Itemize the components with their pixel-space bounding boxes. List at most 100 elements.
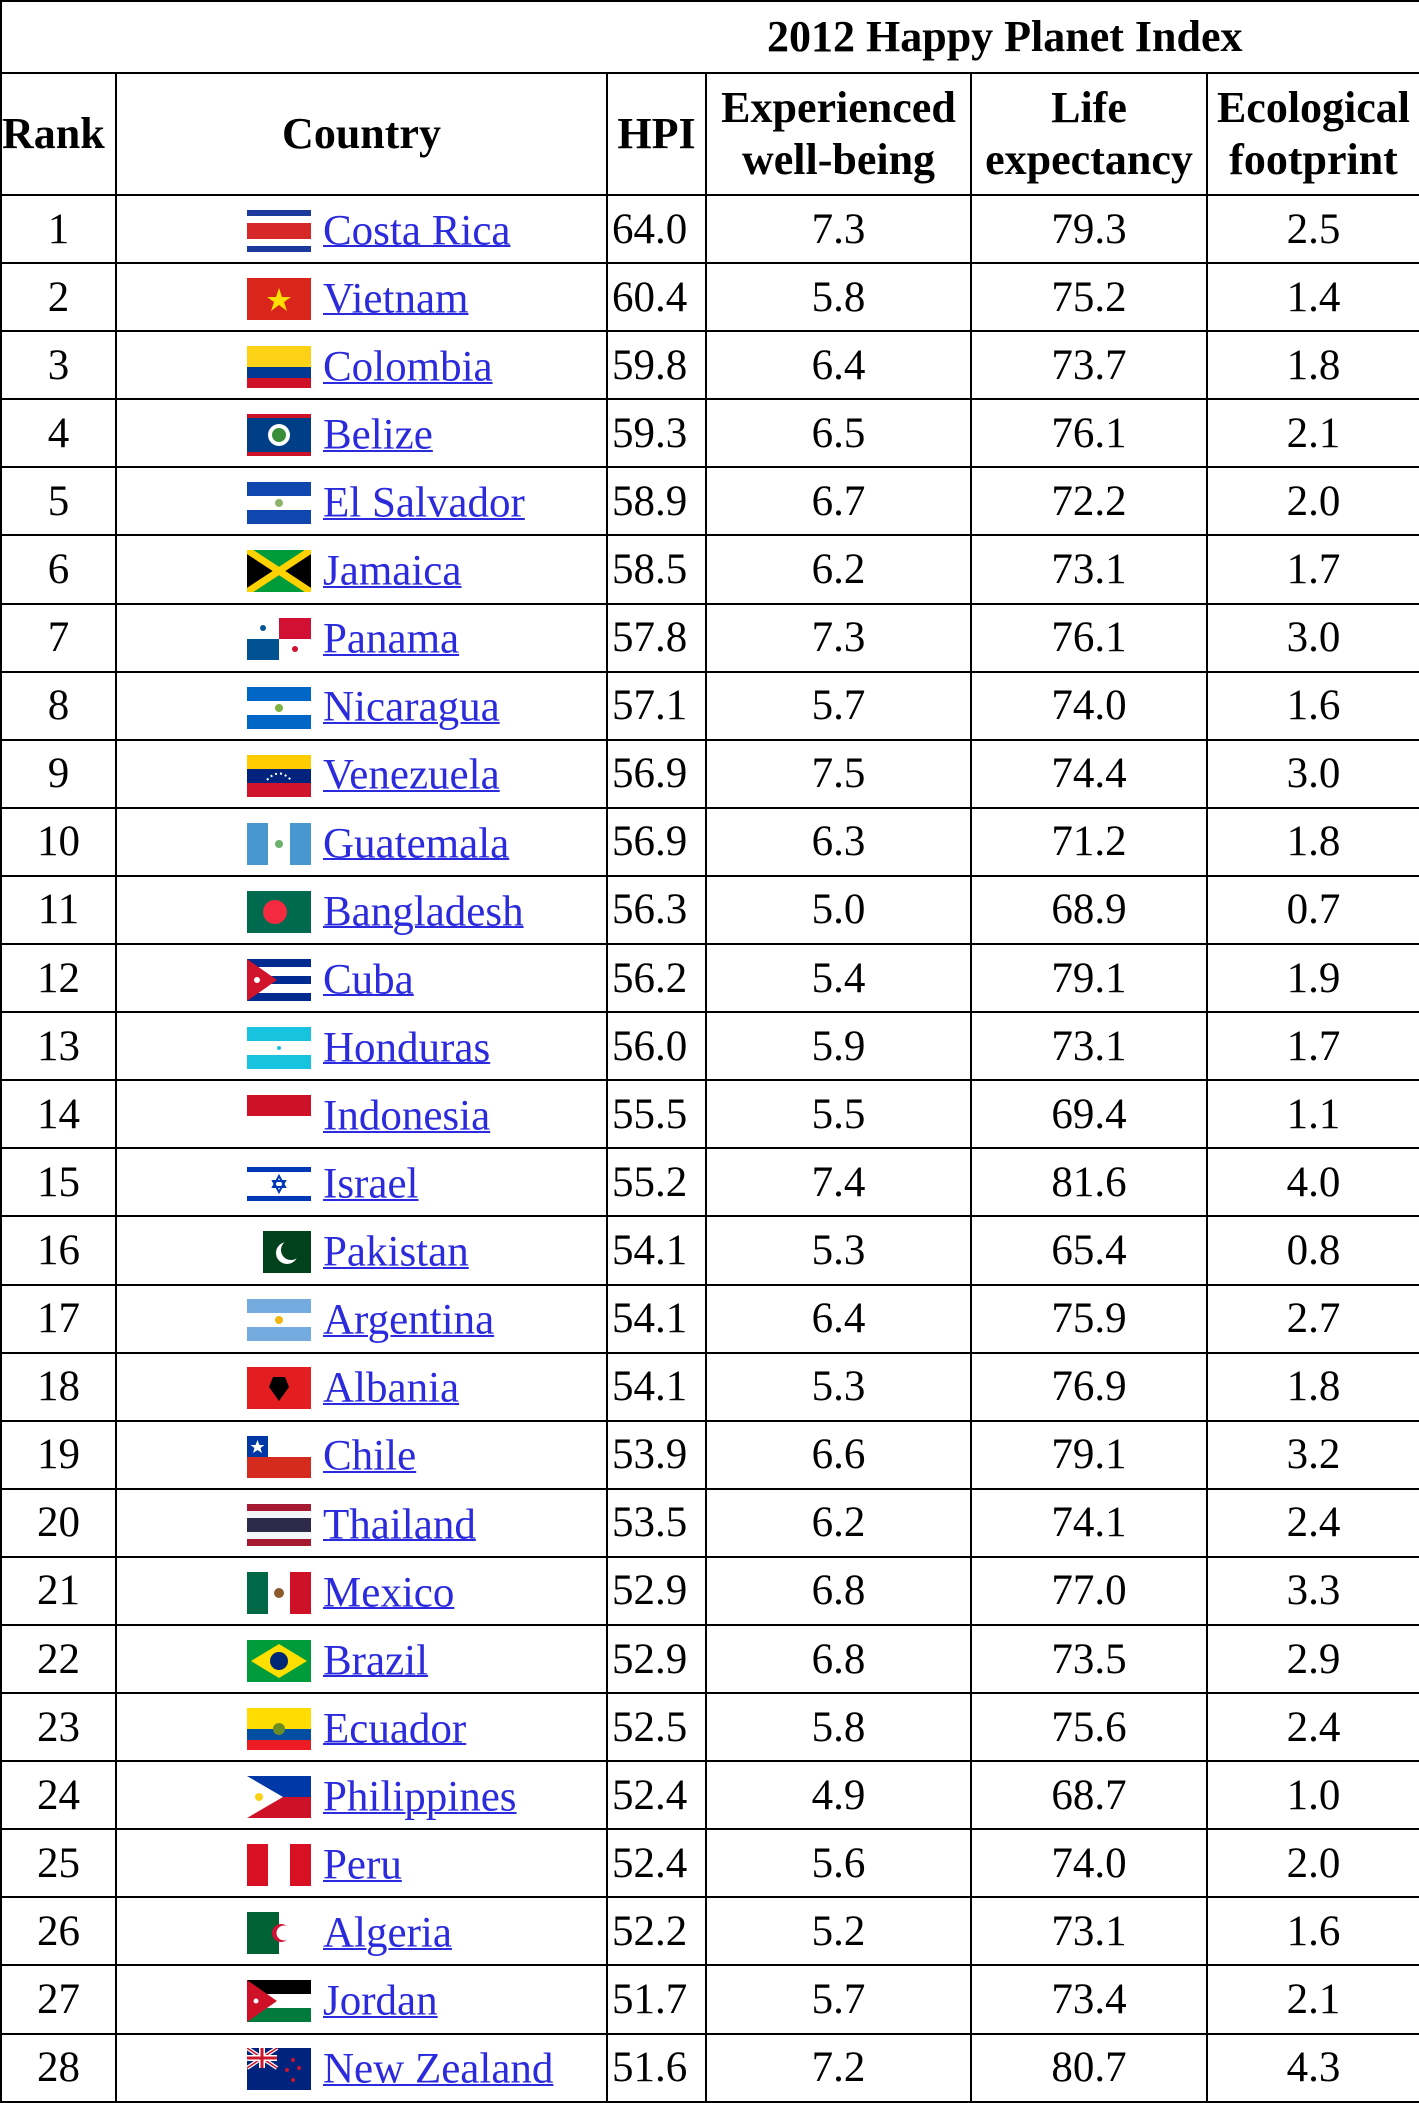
country-cell: Algeria <box>115 1896 608 1967</box>
country-link[interactable]: Guatemala <box>323 820 510 868</box>
wellbeing-cell: 5.8 <box>705 1692 972 1763</box>
wellbeing-cell: 6.3 <box>705 806 972 877</box>
hpi-cell: 52.4 <box>606 1760 707 1831</box>
country-link[interactable]: Colombia <box>323 343 493 391</box>
israel-flag-icon <box>247 1163 311 1206</box>
el-salvador-flag-icon <box>247 482 311 525</box>
country-cell: El Salvador <box>115 466 608 537</box>
life-expectancy-cell: 73.4 <box>970 1964 1208 2035</box>
wellbeing-cell: 5.0 <box>705 874 972 946</box>
country-link[interactable]: Bangladesh <box>323 888 524 936</box>
hpi-cell: 55.2 <box>606 1147 707 1218</box>
rank-cell: 26 <box>0 1896 117 1967</box>
header-eco-line2: footprint <box>1229 135 1398 184</box>
country-cell: Bangladesh <box>115 874 608 946</box>
table-row: 26 Algeria 52.2 5.2 73.1 1.6 <box>0 1896 1419 1967</box>
table-row: 11 Bangladesh 56.3 5.0 68.9 0.7 <box>0 874 1419 946</box>
hpi-cell: 57.1 <box>606 670 707 741</box>
country-link[interactable]: Israel <box>323 1160 419 1208</box>
table-row: 15 Israel 55.2 7.4 81.6 4.0 <box>0 1147 1419 1218</box>
rank-cell: 21 <box>0 1555 117 1626</box>
hpi-cell: 60.4 <box>606 262 707 333</box>
wellbeing-cell: 4.9 <box>705 1760 972 1831</box>
rank-cell: 9 <box>0 738 117 809</box>
wellbeing-cell: 6.2 <box>705 1487 972 1558</box>
country-link[interactable]: El Salvador <box>323 479 525 527</box>
life-expectancy-cell: 68.9 <box>970 874 1208 946</box>
hpi-cell: 52.2 <box>606 1896 707 1967</box>
brazil-flag-icon <box>247 1639 311 1682</box>
wellbeing-cell: 5.6 <box>705 1828 972 1899</box>
country-link[interactable]: Peru <box>323 1841 402 1889</box>
hpi-cell: 56.2 <box>606 943 707 1014</box>
country-link[interactable]: Thailand <box>323 1501 476 1549</box>
country-link[interactable]: Belize <box>323 411 433 459</box>
country-link[interactable]: Brazil <box>323 1637 429 1685</box>
title-spacer <box>0 0 607 74</box>
wellbeing-cell: 6.8 <box>705 1555 972 1626</box>
country-link[interactable]: Honduras <box>323 1024 491 1072</box>
hpi-cell: 64.0 <box>606 193 707 265</box>
country-link[interactable]: Vietnam <box>323 275 469 323</box>
country-link[interactable]: Chile <box>323 1433 417 1481</box>
venezuela-flag-icon <box>247 754 311 797</box>
footprint-cell: 1.7 <box>1205 534 1419 605</box>
footprint-cell: 4.0 <box>1205 1147 1419 1218</box>
footprint-cell: 0.7 <box>1205 874 1419 946</box>
country-link[interactable]: Ecuador <box>323 1705 467 1753</box>
hpi-cell: 54.1 <box>606 1351 707 1422</box>
jamaica-flag-icon <box>247 550 311 593</box>
rank-cell: 11 <box>0 874 117 946</box>
hpi-cell: 53.5 <box>606 1487 707 1558</box>
header-life-expectancy: Life expectancy <box>970 72 1208 196</box>
hpi-cell: 58.5 <box>606 534 707 605</box>
thailand-flag-icon <box>247 1503 311 1546</box>
country-link[interactable]: Jordan <box>323 1977 438 2025</box>
country-link[interactable]: Argentina <box>323 1296 495 1344</box>
country-cell: Pakistan <box>115 1215 608 1286</box>
chile-flag-icon <box>247 1435 311 1478</box>
albania-flag-icon <box>247 1367 311 1410</box>
life-expectancy-cell: 77.0 <box>970 1555 1208 1626</box>
table-row: 12 Cuba 56.2 5.4 79.1 1.9 <box>0 943 1419 1014</box>
wellbeing-cell: 7.2 <box>705 2032 972 2103</box>
country-link[interactable]: Pakistan <box>323 1228 469 1276</box>
country-link[interactable]: Indonesia <box>323 1092 491 1140</box>
indonesia-flag-icon <box>247 1095 311 1138</box>
country-link[interactable]: Panama <box>323 615 460 663</box>
rank-cell: 16 <box>0 1215 117 1286</box>
hpi-cell: 52.9 <box>606 1623 707 1695</box>
table-row: 20 Thailand 53.5 6.2 74.1 2.4 <box>0 1487 1419 1558</box>
table-row: 4 Belize 59.3 6.5 76.1 2.1 <box>0 398 1419 469</box>
wellbeing-cell: 6.6 <box>705 1419 972 1490</box>
footprint-cell: 1.7 <box>1205 1011 1419 1082</box>
footprint-cell: 3.0 <box>1205 738 1419 809</box>
country-link[interactable]: Costa Rica <box>323 207 511 255</box>
country-cell: Guatemala <box>115 806 608 877</box>
country-cell: Mexico <box>115 1555 608 1626</box>
country-link[interactable]: Philippines <box>323 1773 517 1821</box>
country-link[interactable]: Venezuela <box>323 752 500 800</box>
table-row: 8 Nicaragua 57.1 5.7 74.0 1.6 <box>0 670 1419 741</box>
hpi-cell: 52.5 <box>606 1692 707 1763</box>
country-link[interactable]: Algeria <box>323 1909 452 1957</box>
header-rank: Rank <box>0 72 117 196</box>
life-expectancy-cell: 75.2 <box>970 262 1208 333</box>
life-expectancy-cell: 65.4 <box>970 1215 1208 1286</box>
footprint-cell: 2.1 <box>1205 398 1419 469</box>
new-zealand-flag-icon <box>247 2048 311 2091</box>
title-row: 2012 Happy Planet Index <box>0 0 1419 74</box>
pakistan-flag-icon <box>247 1231 311 1274</box>
country-link[interactable]: Cuba <box>323 956 414 1004</box>
country-link[interactable]: Mexico <box>323 1569 455 1617</box>
life-expectancy-cell: 73.7 <box>970 330 1208 401</box>
hpi-cell: 56.0 <box>606 1011 707 1082</box>
country-link[interactable]: New Zealand <box>323 2045 554 2093</box>
life-expectancy-cell: 73.1 <box>970 534 1208 605</box>
country-link[interactable]: Jamaica <box>323 547 462 595</box>
country-link[interactable]: Albania <box>323 1364 460 1412</box>
wellbeing-cell: 5.2 <box>705 1896 972 1967</box>
table-row: 14 Indonesia 55.5 5.5 69.4 1.1 <box>0 1079 1419 1150</box>
footprint-cell: 1.6 <box>1205 670 1419 741</box>
country-link[interactable]: Nicaragua <box>323 684 500 732</box>
